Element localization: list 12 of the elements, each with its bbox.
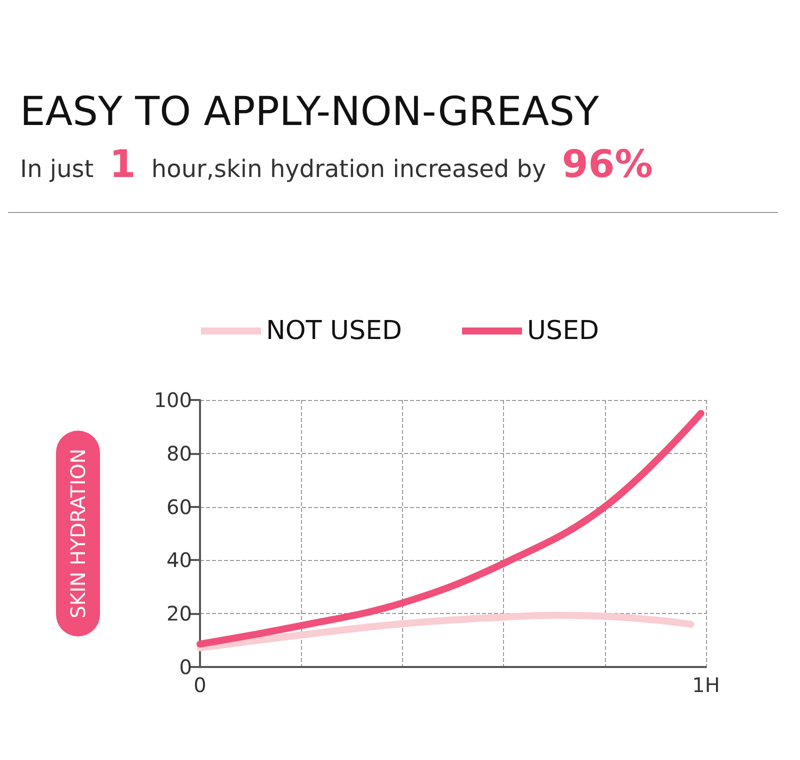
legend-label: NOT USED (266, 316, 402, 346)
y-tick-label: 0 (179, 655, 192, 679)
y-tick-label: 100 (154, 388, 192, 412)
x-tick-label: 1H (692, 673, 720, 697)
y-tick-label: 40 (166, 548, 192, 572)
y-tick-label: 80 (166, 441, 192, 466)
y-tick-label: 20 (166, 602, 192, 626)
y-tick-label: 60 (166, 494, 192, 519)
chart-title: EASY TO APPLY-NON-GREASY (20, 88, 600, 136)
chart-subtitle: In just 1 hour,skin hydration increased by 96% (20, 142, 653, 186)
legend-label: USED (527, 316, 600, 346)
y-axis-title: SKIN HYDRATION (66, 448, 90, 618)
